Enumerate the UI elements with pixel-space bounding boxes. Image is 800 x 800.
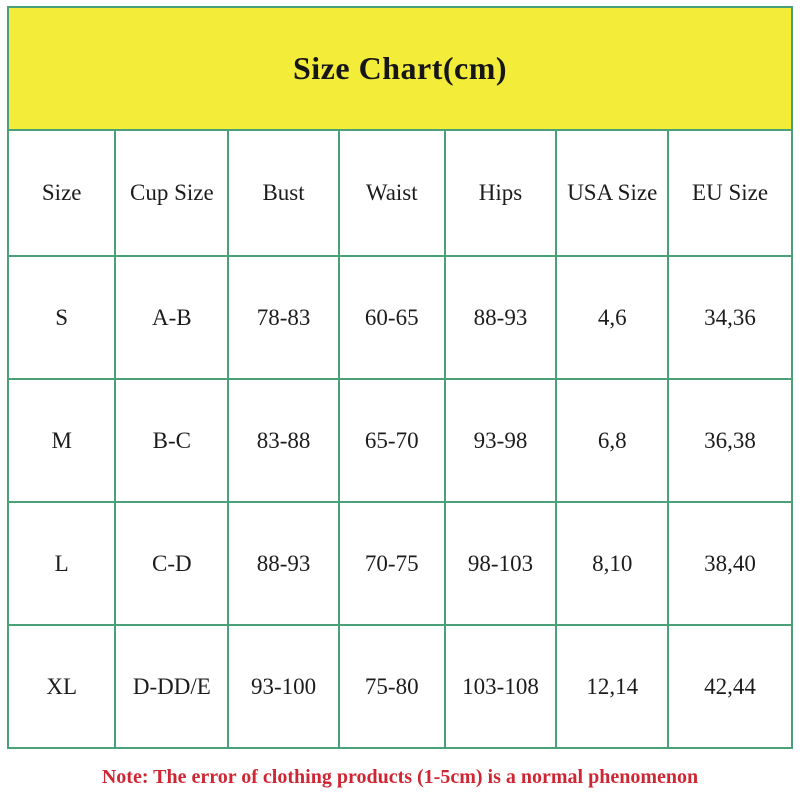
cell-cup-size: A-B: [114, 255, 230, 380]
cell-eu-size: 42,44: [667, 624, 793, 749]
table-row-l: L C-D 88-93 70-75 98-103 8,10 38,40: [6, 501, 793, 626]
table-row-xl: XL D-DD/E 93-100 75-80 103-108 12,14 42,…: [6, 624, 793, 749]
col-header-cup-size: Cup Size: [114, 129, 230, 257]
cell-bust: 93-100: [227, 624, 340, 749]
col-header-bust: Bust: [227, 129, 340, 257]
cell-bust: 83-88: [227, 378, 340, 503]
col-header-eu-size: EU Size: [667, 129, 793, 257]
cell-hips: 93-98: [443, 378, 558, 503]
col-header-hips: Hips: [443, 129, 558, 257]
cell-hips: 98-103: [443, 501, 558, 626]
cell-usa-size: 4,6: [555, 255, 670, 380]
cell-waist: 60-65: [337, 255, 446, 380]
cell-waist: 75-80: [337, 624, 446, 749]
col-header-usa-size: USA Size: [555, 129, 670, 257]
col-header-size: Size: [6, 129, 117, 257]
cell-cup-size: C-D: [114, 501, 230, 626]
table-row-s: S A-B 78-83 60-65 88-93 4,6 34,36: [6, 255, 793, 380]
cell-bust: 88-93: [227, 501, 340, 626]
cell-size: S: [6, 255, 117, 380]
col-header-waist: Waist: [337, 129, 446, 257]
cell-hips: 88-93: [443, 255, 558, 380]
cell-cup-size: D-DD/E: [114, 624, 230, 749]
table-row-m: M B-C 83-88 65-70 93-98 6,8 36,38: [6, 378, 793, 503]
cell-eu-size: 38,40: [667, 501, 793, 626]
cell-size: XL: [6, 624, 117, 749]
title-banner-row: Size Chart(cm): [7, 6, 793, 131]
cell-eu-size: 34,36: [667, 255, 793, 380]
column-header-row: Size Cup Size Bust Waist Hips USA Size E…: [6, 129, 793, 257]
cell-waist: 65-70: [337, 378, 446, 503]
cell-usa-size: 6,8: [555, 378, 670, 503]
cell-hips: 103-108: [443, 624, 558, 749]
cell-cup-size: B-C: [114, 378, 230, 503]
error-note: Note: The error of clothing products (1-…: [101, 766, 699, 788]
cell-bust: 78-83: [227, 255, 340, 380]
size-chart-table: Size Chart(cm) Size Cup Size Bust Waist …: [6, 6, 793, 749]
chart-title: Size Chart(cm): [7, 6, 793, 131]
cell-eu-size: 36,38: [667, 378, 793, 503]
cell-waist: 70-75: [337, 501, 446, 626]
cell-size: M: [6, 378, 117, 503]
cell-size: L: [6, 501, 117, 626]
cell-usa-size: 8,10: [555, 501, 670, 626]
cell-usa-size: 12,14: [555, 624, 670, 749]
